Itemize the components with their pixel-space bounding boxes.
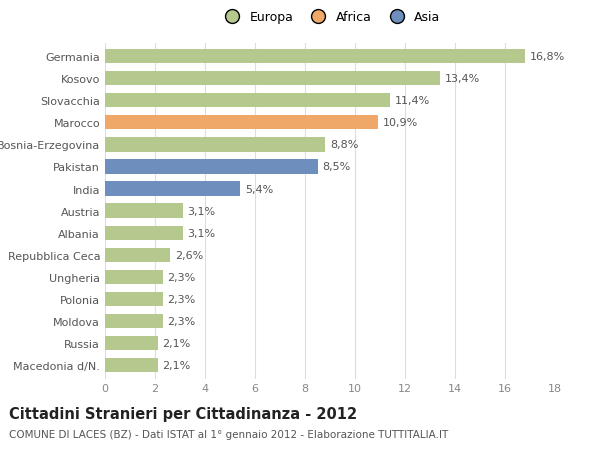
Text: 5,4%: 5,4%: [245, 184, 273, 194]
Bar: [105, 204, 182, 218]
Text: 2,3%: 2,3%: [167, 272, 196, 282]
Bar: [105, 270, 163, 285]
Bar: [105, 336, 157, 351]
Text: 11,4%: 11,4%: [395, 96, 430, 106]
Bar: [105, 94, 390, 108]
Text: 3,1%: 3,1%: [187, 228, 215, 238]
Text: 8,8%: 8,8%: [330, 140, 358, 150]
Bar: [105, 248, 170, 263]
Text: 3,1%: 3,1%: [187, 206, 215, 216]
Bar: [105, 314, 163, 329]
Text: Cittadini Stranieri per Cittadinanza - 2012: Cittadini Stranieri per Cittadinanza - 2…: [9, 406, 357, 421]
Text: 2,1%: 2,1%: [163, 338, 191, 348]
Bar: [105, 160, 317, 174]
Bar: [105, 116, 377, 130]
Text: 8,5%: 8,5%: [323, 162, 351, 172]
Text: COMUNE DI LACES (BZ) - Dati ISTAT al 1° gennaio 2012 - Elaborazione TUTTITALIA.I: COMUNE DI LACES (BZ) - Dati ISTAT al 1° …: [9, 429, 448, 439]
Text: 10,9%: 10,9%: [383, 118, 418, 128]
Text: 2,3%: 2,3%: [167, 294, 196, 304]
Legend: Europa, Africa, Asia: Europa, Africa, Asia: [215, 6, 445, 29]
Text: 2,3%: 2,3%: [167, 316, 196, 326]
Text: 16,8%: 16,8%: [530, 52, 565, 62]
Bar: [105, 50, 525, 64]
Text: 13,4%: 13,4%: [445, 74, 480, 84]
Text: 2,1%: 2,1%: [163, 360, 191, 370]
Text: 2,6%: 2,6%: [175, 250, 203, 260]
Bar: [105, 292, 163, 307]
Bar: [105, 72, 440, 86]
Bar: [105, 182, 240, 196]
Bar: [105, 358, 157, 373]
Bar: [105, 138, 325, 152]
Bar: [105, 226, 182, 241]
